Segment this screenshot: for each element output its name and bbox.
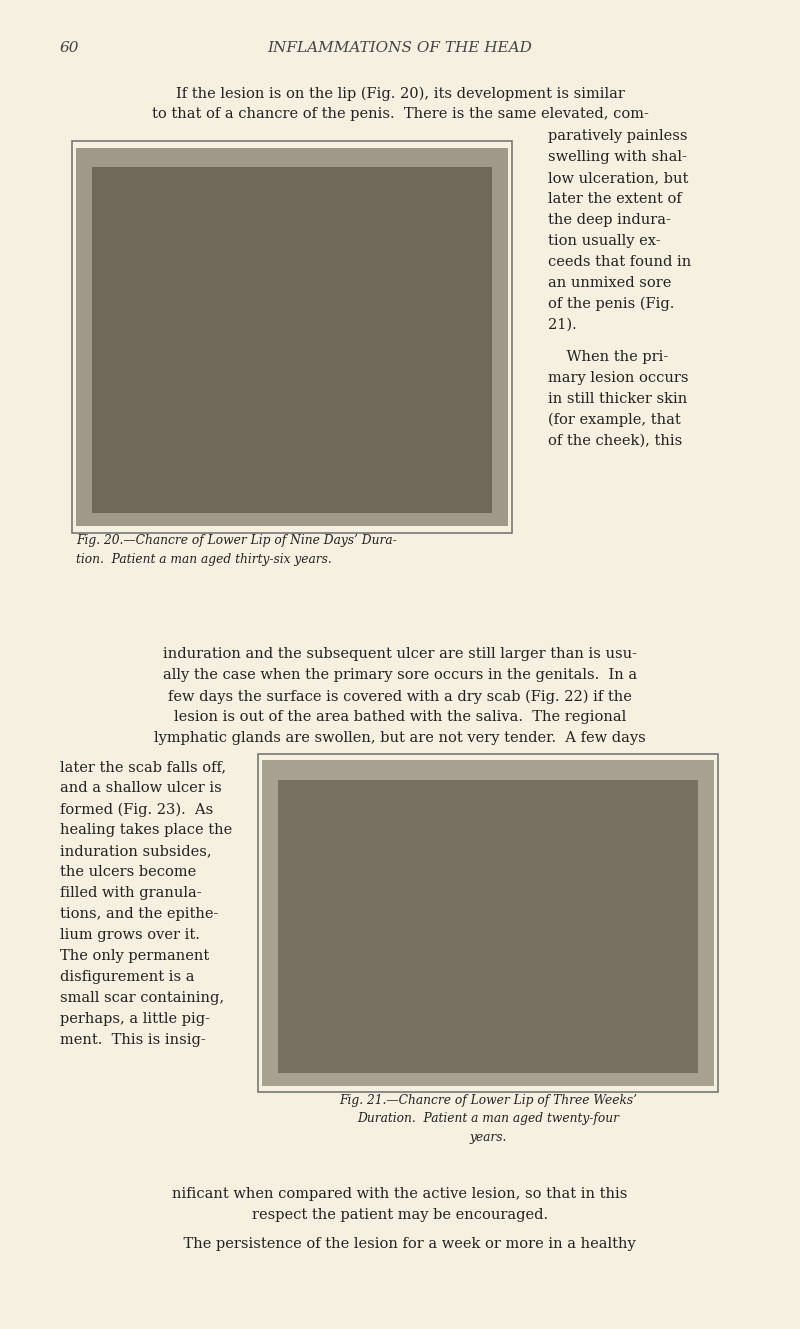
Text: the deep indura-: the deep indura-: [548, 213, 671, 227]
Text: tions, and the epithe-: tions, and the epithe-: [60, 908, 218, 921]
Text: 21).: 21).: [548, 318, 577, 332]
Text: induration and the subsequent ulcer are still larger than is usu-: induration and the subsequent ulcer are …: [163, 647, 637, 662]
Bar: [92, 167, 492, 513]
Text: INFLAMMATIONS OF THE HEAD: INFLAMMATIONS OF THE HEAD: [267, 41, 533, 54]
Text: of the cheek), this: of the cheek), this: [548, 433, 682, 448]
Bar: [258, 754, 718, 1092]
Text: filled with granula-: filled with granula-: [60, 886, 202, 900]
Text: If the lesion is on the lip (Fig. 20), its development is similar: If the lesion is on the lip (Fig. 20), i…: [175, 86, 625, 101]
Text: later the extent of: later the extent of: [548, 191, 682, 206]
Text: of the penis (Fig.: of the penis (Fig.: [548, 296, 674, 311]
Text: swelling with shal-: swelling with shal-: [548, 150, 687, 163]
Text: later the scab falls off,: later the scab falls off,: [60, 760, 226, 775]
Text: lium grows over it.: lium grows over it.: [60, 928, 200, 942]
Bar: [262, 760, 714, 1086]
Text: ally the case when the primary sore occurs in the genitals.  In a: ally the case when the primary sore occu…: [163, 668, 637, 682]
Bar: [76, 148, 508, 526]
Text: mary lesion occurs: mary lesion occurs: [548, 371, 689, 384]
Text: low ulceration, but: low ulceration, but: [548, 171, 688, 185]
Text: small scar containing,: small scar containing,: [60, 991, 224, 1005]
Bar: [278, 780, 698, 1073]
Bar: [72, 141, 512, 533]
Text: perhaps, a little pig-: perhaps, a little pig-: [60, 1013, 210, 1026]
Text: the ulcers become: the ulcers become: [60, 865, 196, 880]
Text: lymphatic glands are swollen, but are not very tender.  A few days: lymphatic glands are swollen, but are no…: [154, 731, 646, 746]
Text: disfigurement is a: disfigurement is a: [60, 970, 194, 985]
Text: (for example, that: (for example, that: [548, 412, 681, 427]
Text: 60: 60: [60, 41, 79, 54]
Text: healing takes place the: healing takes place the: [60, 823, 232, 837]
Text: Fig. 21.—Chancre of Lower Lip of Three Weeks’: Fig. 21.—Chancre of Lower Lip of Three W…: [339, 1094, 638, 1107]
Text: nificant when compared with the active lesion, so that in this: nificant when compared with the active l…: [172, 1187, 628, 1201]
Text: Duration.  Patient a man aged twenty-four: Duration. Patient a man aged twenty-four: [358, 1112, 619, 1126]
Text: lesion is out of the area bathed with the saliva.  The regional: lesion is out of the area bathed with th…: [174, 710, 626, 724]
Text: in still thicker skin: in still thicker skin: [548, 392, 687, 405]
Text: paratively painless: paratively painless: [548, 129, 687, 144]
Text: ment.  This is insig-: ment. This is insig-: [60, 1033, 206, 1047]
Text: tion usually ex-: tion usually ex-: [548, 234, 661, 249]
Text: an unmixed sore: an unmixed sore: [548, 276, 671, 290]
Text: The persistence of the lesion for a week or more in a healthy: The persistence of the lesion for a week…: [165, 1237, 635, 1251]
Text: few days the surface is covered with a dry scab (Fig. 22) if the: few days the surface is covered with a d…: [168, 690, 632, 703]
Text: induration subsides,: induration subsides,: [60, 844, 212, 859]
Text: The only permanent: The only permanent: [60, 949, 210, 964]
Text: Fig. 20.—Chancre of Lower Lip of Nine Days’ Dura-: Fig. 20.—Chancre of Lower Lip of Nine Da…: [76, 534, 397, 548]
Text: formed (Fig. 23).  As: formed (Fig. 23). As: [60, 803, 214, 816]
Text: to that of a chancre of the penis.  There is the same elevated, com-: to that of a chancre of the penis. There…: [151, 108, 649, 121]
Text: years.: years.: [470, 1131, 507, 1144]
Text: tion.  Patient a man aged thirty-six years.: tion. Patient a man aged thirty-six year…: [76, 553, 332, 566]
Text: and a shallow ulcer is: and a shallow ulcer is: [60, 781, 222, 795]
Text: ceeds that found in: ceeds that found in: [548, 255, 691, 268]
Text: When the pri-: When the pri-: [548, 350, 668, 364]
Text: respect the patient may be encouraged.: respect the patient may be encouraged.: [252, 1208, 548, 1221]
